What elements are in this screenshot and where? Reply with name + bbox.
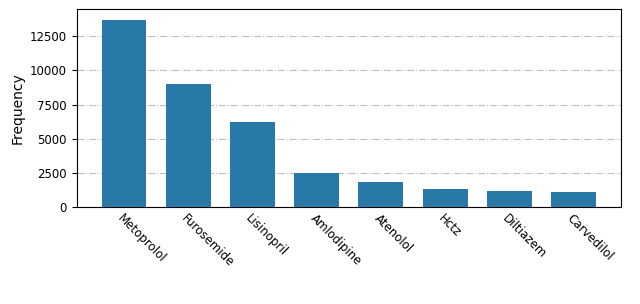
Bar [102, 20, 147, 207]
Bar [230, 122, 275, 207]
Bar [166, 84, 211, 207]
Bar [487, 191, 532, 207]
Y-axis label: Frequency: Frequency [10, 72, 24, 144]
Bar [294, 173, 339, 207]
Bar [422, 189, 468, 207]
Bar [358, 182, 403, 207]
Bar [551, 192, 596, 207]
